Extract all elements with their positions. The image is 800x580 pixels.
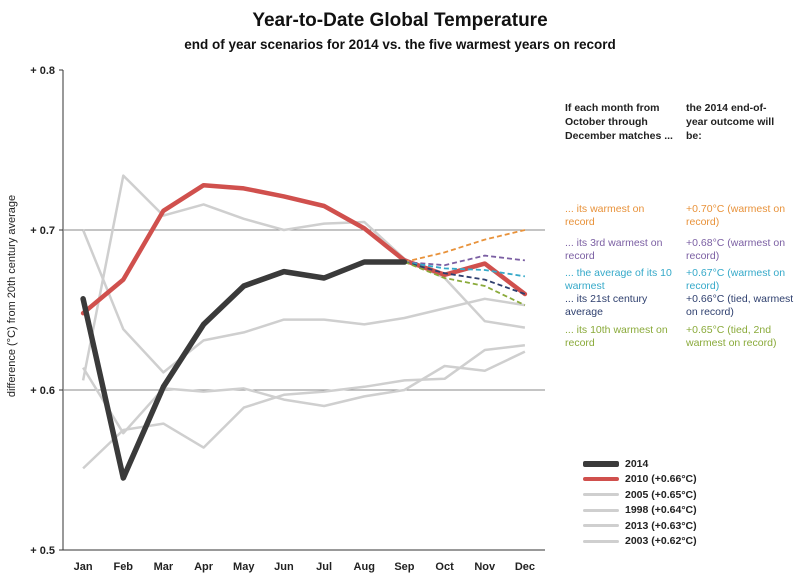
x-tick-label: Feb (113, 561, 133, 573)
outcome-column-header: the 2014 end-of-year outcome will be: (686, 102, 775, 142)
scenario-outcome: +0.66°C (tied, warmest on record) (686, 293, 794, 318)
legend-swatch (583, 493, 619, 497)
scenario-line-2 (404, 254, 526, 267)
legend-item: 2014 (583, 456, 697, 472)
x-tick-label: Sep (394, 561, 414, 573)
scenario-line-4 (404, 261, 526, 295)
x-tick-label: Nov (474, 561, 496, 573)
scenario-column-header: If each month from October through Decem… (565, 102, 673, 142)
legend-swatch (583, 460, 619, 467)
scenario-outcome: +0.65°C (tied, 2nd warmest on record) (686, 324, 777, 349)
x-tick-label: Apr (194, 561, 214, 573)
legend-item: 2010 (+0.66°C) (583, 472, 697, 488)
y-tick-label: + 0.8 (30, 65, 55, 77)
legend-label: 2014 (625, 457, 649, 470)
legend-label: 2013 (+0.63°C) (625, 519, 697, 532)
scenario-outcome: +0.67°C (warmest on record) (686, 267, 786, 292)
scenario-label: ... its warmest on record (565, 203, 645, 228)
legend-swatch (583, 524, 619, 528)
x-tick-label: Jun (274, 561, 294, 573)
series-line-2010 (80, 182, 528, 316)
series-line-2005 (81, 229, 526, 374)
x-tick-label: Jan (74, 561, 93, 573)
x-tick-label: Oct (435, 561, 454, 573)
legend-label: 2005 (+0.65°C) (625, 488, 697, 501)
y-tick-label: + 0.6 (30, 385, 55, 397)
legend-item: 2005 (+0.65°C) (583, 487, 697, 503)
scenario-line-1 (404, 229, 526, 263)
chart-subtitle: end of year scenarios for 2014 vs. the f… (184, 37, 616, 52)
legend-item: 1998 (+0.64°C) (583, 503, 697, 519)
scenario-label: ... its 21st century average (565, 293, 648, 318)
scenario-line-5 (404, 261, 526, 307)
scenario-outcome: +0.70°C (warmest on record) (686, 203, 786, 228)
chart-title: Year-to-Date Global Temperature (252, 10, 548, 31)
legend-swatch (583, 508, 619, 512)
scenario-label: ... its 10th warmest on record (565, 324, 668, 349)
legend-item: 2003 (+0.62°C) (583, 534, 697, 550)
series-line-1998 (81, 174, 526, 381)
legend-swatch (583, 477, 619, 482)
legend-label: 1998 (+0.64°C) (625, 504, 697, 517)
x-tick-label: Mar (154, 561, 174, 573)
x-tick-label: Dec (515, 561, 535, 573)
y-tick-label: + 0.7 (30, 225, 55, 237)
legend-label: 2003 (+0.62°C) (625, 535, 697, 548)
scenario-label: ... its 3rd warmest on record (565, 237, 663, 262)
legend: 2014 2010 (+0.66°C) 2005 (+0.65°C) 1998 (+0… (583, 456, 697, 549)
legend-swatch (583, 539, 619, 543)
x-tick-label: Aug (354, 561, 375, 573)
scenario-label: ... the average of its 10 warmest (565, 267, 672, 292)
x-tick-label: Jul (316, 561, 332, 573)
legend-item: 2013 (+0.63°C) (583, 518, 697, 534)
scenario-line-3 (404, 261, 526, 278)
y-tick-label: + 0.5 (30, 545, 55, 557)
series-line-2003 (82, 343, 526, 470)
scenario-outcome: +0.68°C (warmest on record) (686, 237, 786, 262)
x-tick-label: May (233, 561, 255, 573)
legend-label: 2010 (+0.66°C) (625, 473, 697, 486)
